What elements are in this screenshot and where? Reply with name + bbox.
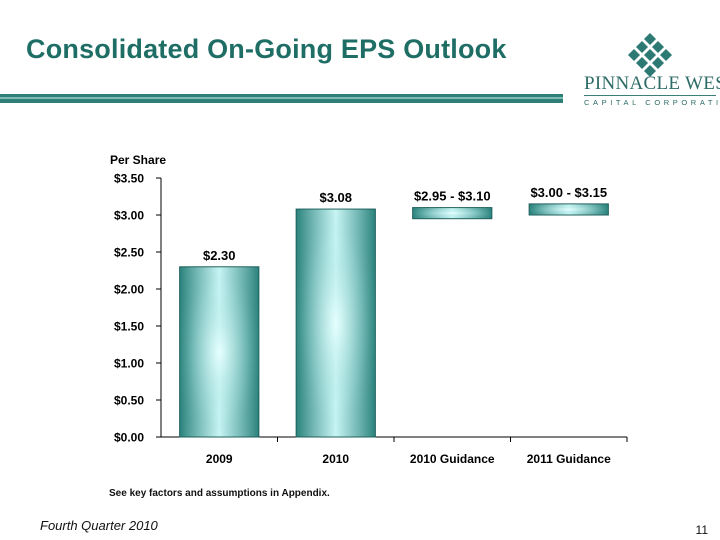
y-axis-label: Per Share — [110, 153, 166, 167]
title-underline-highlight — [0, 97, 563, 99]
bar-glow — [179, 266, 259, 437]
logo-wordmark: PINNACLE WEST — [584, 73, 720, 94]
bar-glow — [412, 207, 492, 219]
y-tick-label: $1.50 — [114, 320, 144, 334]
x-tick-label: 2010 — [322, 452, 349, 466]
y-tick-label: $1.00 — [114, 357, 144, 371]
y-tick-label: $3.50 — [114, 172, 144, 186]
logo-rule — [584, 95, 716, 96]
y-tick-label: $3.00 — [114, 209, 144, 223]
x-tick-label: 2009 — [206, 452, 233, 466]
page-number: 11 — [695, 523, 708, 537]
y-tick-label: $0.00 — [114, 431, 144, 445]
x-tick-label: 2010 Guidance — [410, 452, 495, 466]
logo-tagline: CAPITAL CORPORATION — [584, 98, 720, 107]
page-title: Consolidated On-Going EPS Outlook — [26, 34, 507, 64]
footnote: See key factors and assumptions in Appen… — [109, 488, 330, 499]
y-tick-label: $2.50 — [114, 246, 144, 260]
footer-period: Fourth Quarter 2010 — [40, 518, 158, 533]
data-label: $2.95 - $3.10 — [414, 189, 491, 204]
data-label: $2.30 — [203, 248, 236, 263]
x-tick-label: 2011 Guidance — [527, 452, 611, 466]
pinnacle-west-logo-mark — [628, 33, 672, 77]
y-tick-label: $2.00 — [114, 283, 144, 297]
bar-glow — [296, 209, 376, 437]
y-tick-label: $0.50 — [114, 394, 144, 408]
data-label: $3.00 - $3.15 — [530, 185, 607, 200]
bar-glow — [529, 203, 609, 215]
data-label: $3.08 — [319, 190, 352, 205]
